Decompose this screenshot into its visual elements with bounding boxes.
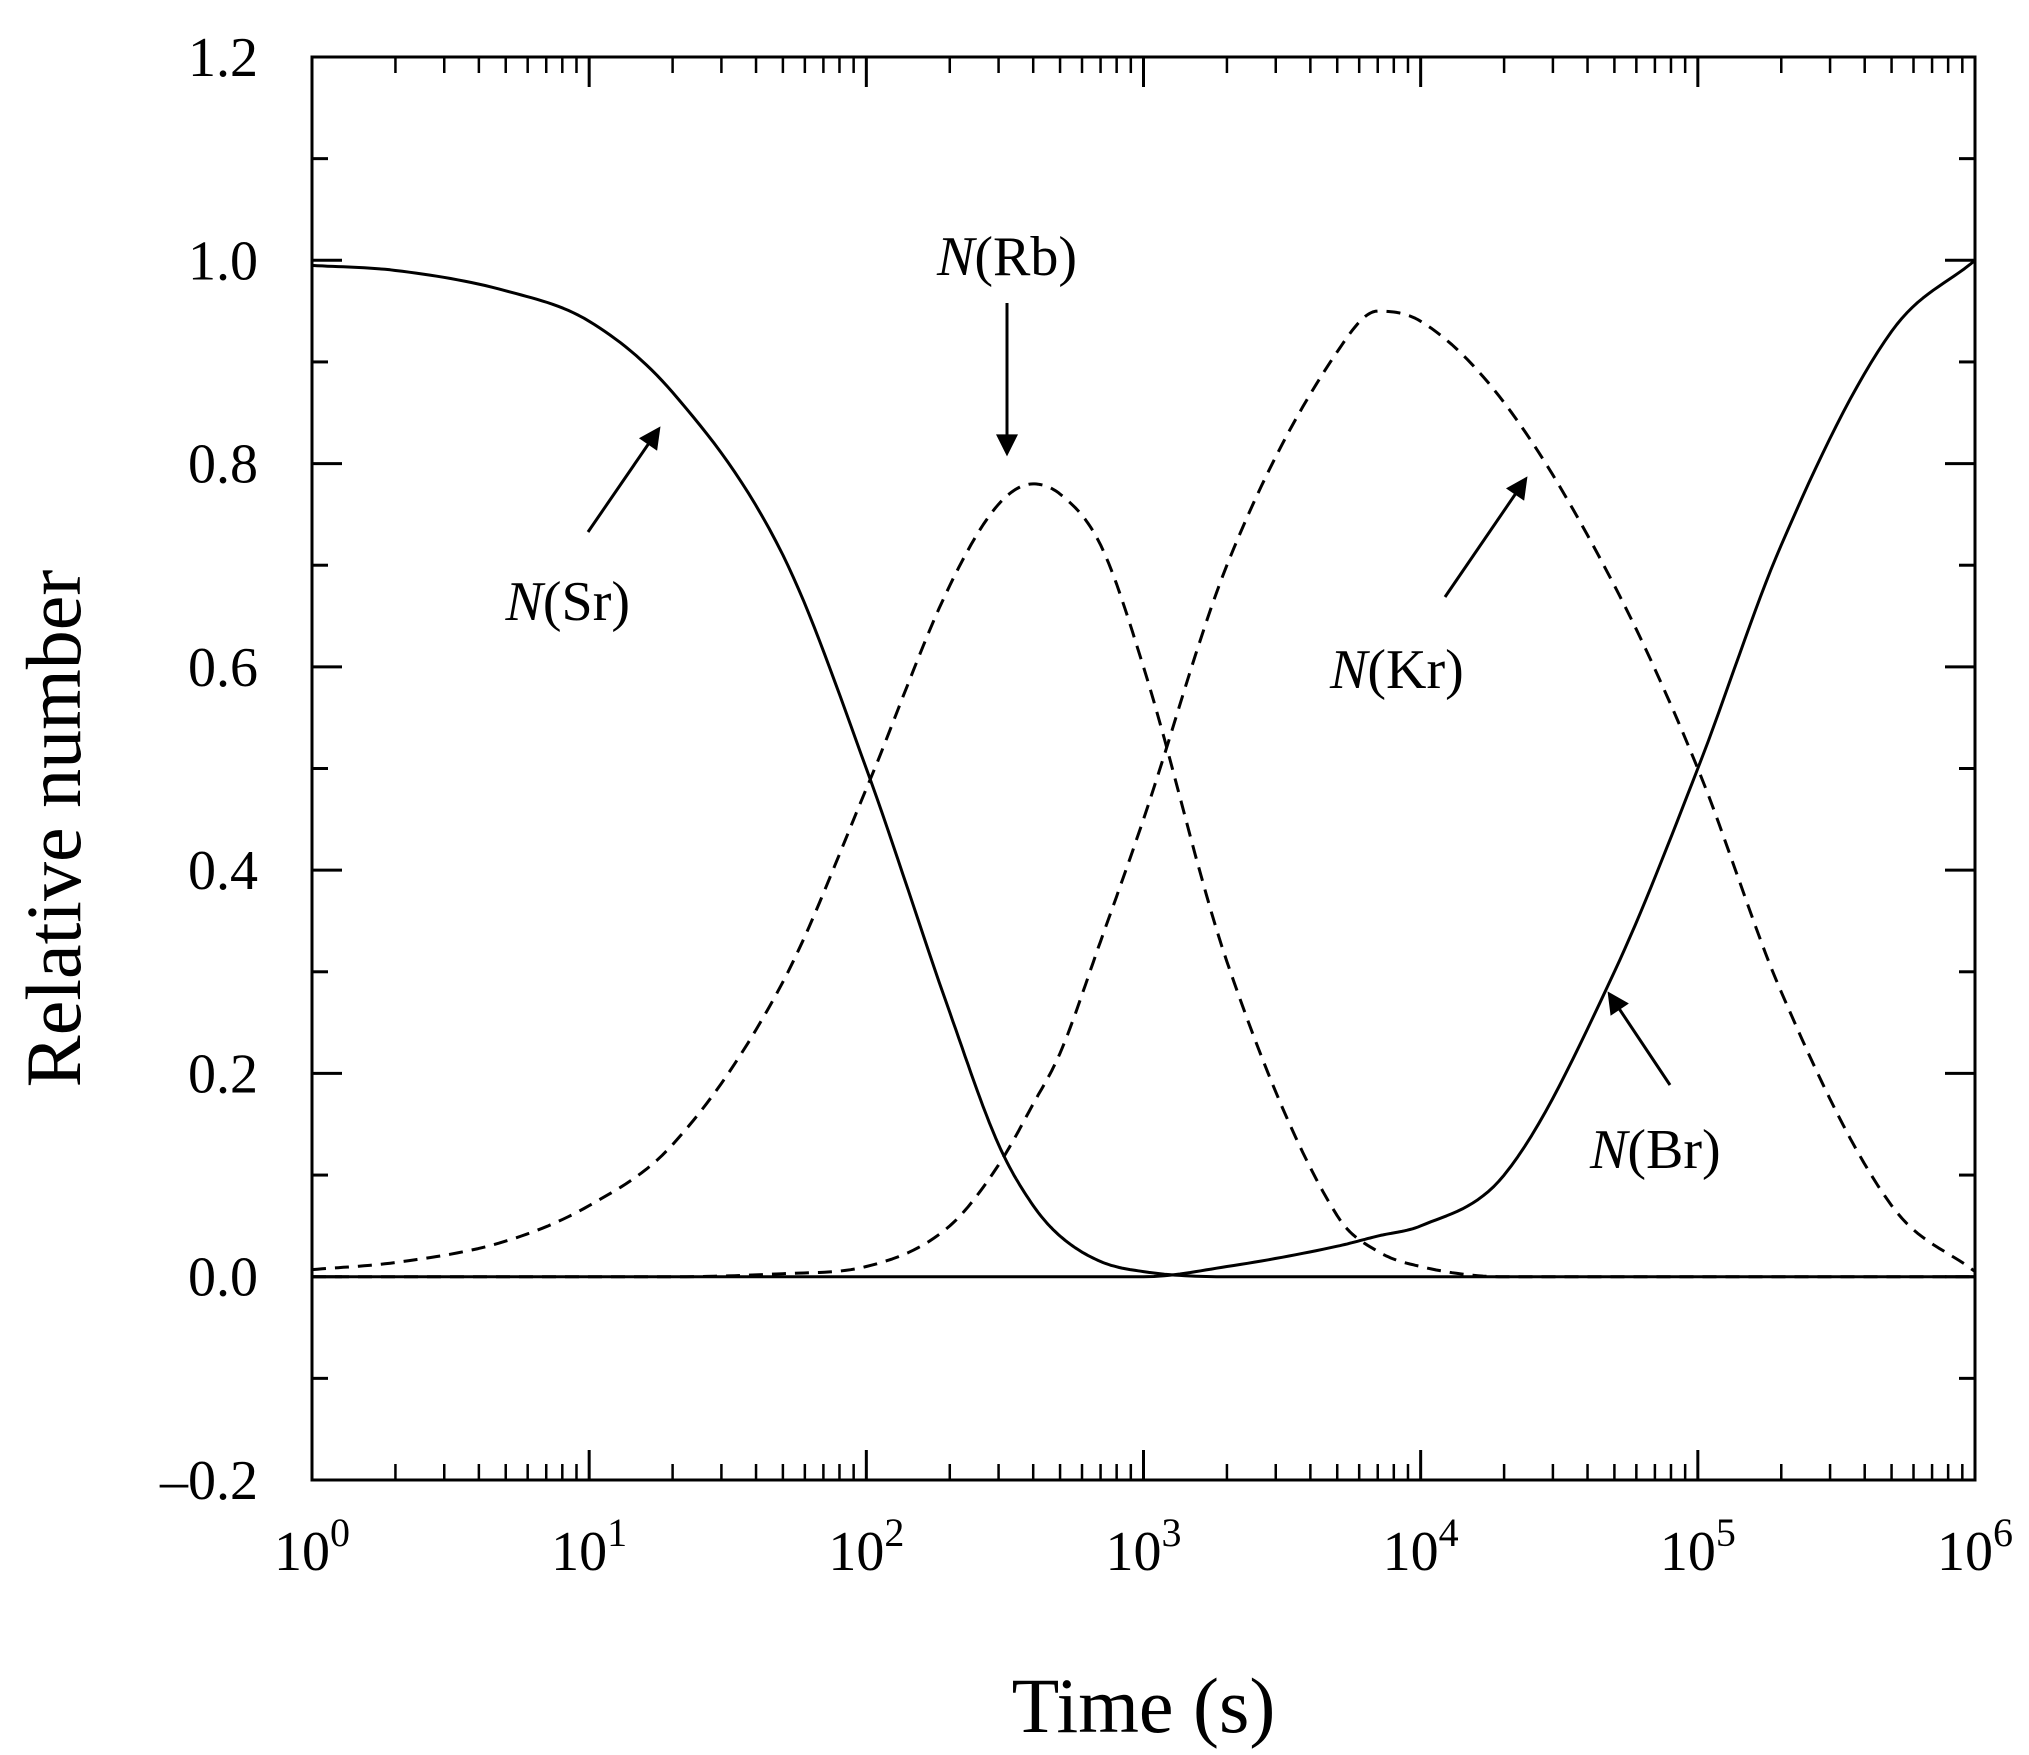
y-tick-label: 0.4 [188, 840, 258, 902]
plot-frame [310, 55, 1977, 1482]
y-axis: –0.2 0.0 0.2 0.4 0.6 0.8 1.0 1.2 [159, 27, 1975, 1512]
annotation-label-rb: N(Rb) [936, 226, 1077, 288]
x-axis: 100 101 102 103 104 105 106 [274, 57, 2013, 1583]
x-tick-label: 103 [1106, 1510, 1182, 1583]
x-tick-label: 106 [1937, 1510, 2013, 1583]
y-tick-label: –0.2 [159, 1450, 258, 1512]
curves-layer [311, 259, 1976, 1279]
x-tick-label: 100 [274, 1510, 350, 1583]
annotation-arrow-kr [1443, 476, 1528, 598]
annotation-label-sr: N(Sr) [505, 571, 630, 633]
annotations-layer: N(Sr) N(Rb) N(Kr) N(Br) [505, 226, 1721, 1181]
series-line-kr [312, 309, 1976, 1279]
x-tick-label: 104 [1383, 1510, 1459, 1583]
y-tick-label: 0.0 [188, 1247, 258, 1309]
series-line-rb [311, 482, 1975, 1279]
annotation-label-br: N(Br) [1589, 1119, 1721, 1181]
annotation-arrow-sr [586, 426, 661, 533]
y-tick-label: 1.0 [188, 230, 258, 292]
series-line-sr [311, 263, 1975, 1279]
y-tick-label: 0.2 [188, 1043, 258, 1105]
x-tick-label: 102 [828, 1510, 904, 1583]
x-tick-label: 105 [1660, 1510, 1736, 1583]
y-tick-label: 0.6 [188, 637, 258, 699]
annotation-label-kr: N(Kr) [1329, 639, 1464, 701]
x-axis-title: Time (s) [1012, 1662, 1276, 1749]
x-tick-label: 101 [551, 1510, 627, 1583]
annotation-arrow-br [1607, 991, 1672, 1086]
series-line-br [312, 259, 1976, 1279]
y-axis-title: Relative number [10, 570, 97, 1088]
y-tick-label: 0.8 [188, 434, 258, 496]
y-tick-label: 1.2 [188, 27, 258, 89]
